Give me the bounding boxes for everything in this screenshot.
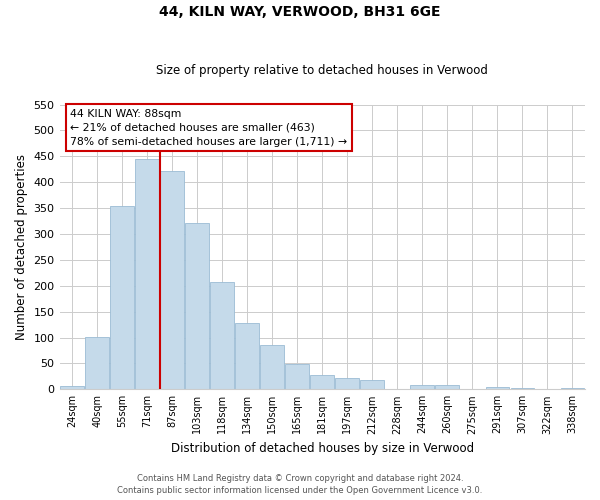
Bar <box>260 346 284 390</box>
Bar <box>335 378 359 390</box>
Bar <box>310 375 334 390</box>
Bar <box>85 337 109 390</box>
Bar <box>60 386 84 390</box>
Bar <box>410 385 434 390</box>
Text: 44 KILN WAY: 88sqm
← 21% of detached houses are smaller (463)
78% of semi-detach: 44 KILN WAY: 88sqm ← 21% of detached hou… <box>70 109 347 147</box>
Bar <box>361 380 384 390</box>
Bar <box>485 386 509 390</box>
Bar <box>110 206 134 390</box>
Bar <box>436 385 459 390</box>
Bar <box>185 222 209 390</box>
Bar <box>160 171 184 390</box>
Bar <box>135 160 159 390</box>
Text: Contains HM Land Registry data © Crown copyright and database right 2024.
Contai: Contains HM Land Registry data © Crown c… <box>118 474 482 495</box>
X-axis label: Distribution of detached houses by size in Verwood: Distribution of detached houses by size … <box>171 442 474 455</box>
Text: 44, KILN WAY, VERWOOD, BH31 6GE: 44, KILN WAY, VERWOOD, BH31 6GE <box>159 5 441 19</box>
Title: Size of property relative to detached houses in Verwood: Size of property relative to detached ho… <box>157 64 488 77</box>
Bar <box>286 364 309 390</box>
Bar <box>560 388 584 390</box>
Bar <box>235 323 259 390</box>
Bar <box>210 282 234 390</box>
Y-axis label: Number of detached properties: Number of detached properties <box>15 154 28 340</box>
Bar <box>511 388 535 390</box>
